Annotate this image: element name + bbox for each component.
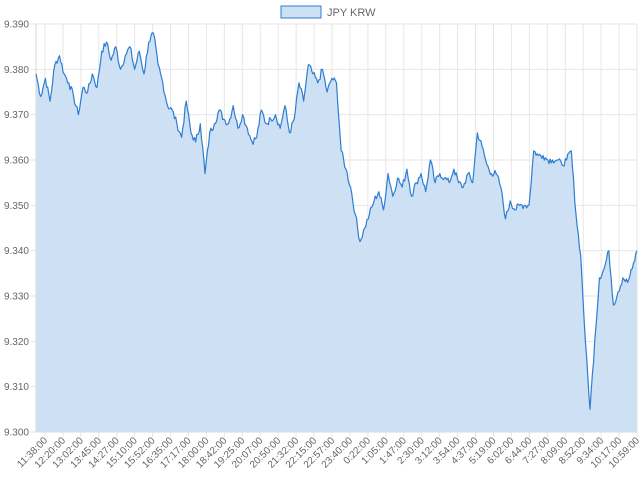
y-tick-label: 9.350 — [4, 201, 29, 212]
x-axis: 11:38:0012:20:0013:02:0013:45:0014:27:00… — [15, 435, 640, 471]
y-axis: 9.390 9.380 9.370 9.360 9.350 9.340 9.330 9.320… — [4, 20, 29, 439]
y-tick-label: 9.330 — [4, 292, 29, 303]
y-tick-label: 9.380 — [4, 65, 29, 76]
legend-swatch-jpy-krw[interactable] — [280, 5, 322, 19]
legend-label-jpy-krw[interactable]: JPY KRW — [327, 7, 376, 19]
y-tick-label: 9.390 — [4, 20, 29, 31]
y-tick-label: 9.360 — [4, 156, 29, 167]
plot-area — [35, 32, 638, 432]
y-tick-label: 9.310 — [4, 382, 29, 393]
series-line-jpy-krw — [35, 32, 638, 410]
y-tick-label: 9.320 — [4, 337, 29, 348]
y-tick-label: 9.300 — [4, 428, 29, 439]
y-tick-label: 9.340 — [4, 246, 29, 257]
legend[interactable]: JPY KRW — [280, 5, 376, 19]
series-area-jpy-krw — [36, 32, 637, 432]
y-tick-label: 9.370 — [4, 110, 29, 121]
